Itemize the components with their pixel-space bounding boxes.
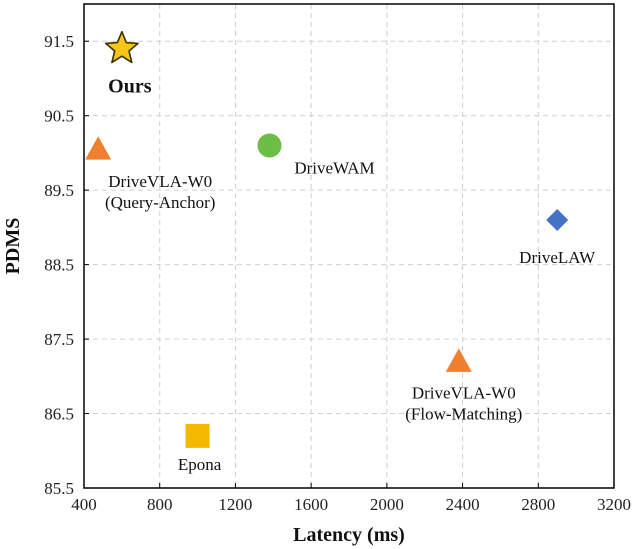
plot-frame: [83, 3, 615, 489]
ours-marker: [104, 30, 139, 64]
ours-label-line: Ours: [108, 76, 152, 98]
epona-marker: [185, 423, 210, 448]
drivevla-w0-flow-matching-label-line: (Flow-Matching): [405, 404, 522, 423]
epona-label: Epona: [178, 455, 222, 474]
x-tick-label: 800: [147, 495, 173, 514]
y-tick-label: 88.5: [44, 256, 74, 275]
epona-label-line: Epona: [178, 455, 222, 474]
y-tick-label: 89.5: [44, 181, 74, 200]
x-tick-label: 1200: [218, 495, 252, 514]
point-labels: Ours DriveVLA-W0 (Query-Anchor) DriveWAM Dri…: [105, 76, 596, 474]
x-tick-label: 1600: [294, 495, 328, 514]
drivelaw-label-line: DriveLAW: [519, 248, 596, 267]
x-axis-title: Latency (ms): [293, 524, 405, 546]
y-tick-label: 91.5: [44, 32, 74, 51]
x-tick-label: 2800: [521, 495, 555, 514]
drivevla-w0-query-anchor-label-line: DriveVLA-W0: [108, 172, 212, 191]
drivelaw-marker: [546, 208, 569, 231]
drivevla-w0-query-anchor-label-line: (Query-Anchor): [105, 193, 215, 212]
data-points: [85, 30, 569, 448]
y-tick-label: 87.5: [44, 330, 74, 349]
drivevla-w0-query-anchor-marker: [85, 136, 112, 160]
x-tick-label: 2400: [446, 495, 480, 514]
y-tick-label: 90.5: [44, 107, 74, 126]
drivevla-w0-flow-matching-marker: [445, 348, 472, 372]
drivewam-marker: [257, 133, 282, 158]
axis-ticks: 400 800 1200 1600 2000 2400 2800 3200 85.5 86.5 87…: [44, 32, 631, 514]
drivevla-w0-flow-matching-label-line: DriveVLA-W0: [412, 383, 516, 402]
grid-lines: [84, 4, 614, 489]
y-tick-label: 86.5: [44, 405, 74, 424]
drivewam-label: DriveWAM: [294, 158, 374, 177]
drivelaw-label: DriveLAW: [519, 248, 596, 267]
ours-label: Ours: [108, 76, 152, 98]
y-axis-title: PDMS: [2, 218, 24, 275]
x-tick-label: 2000: [370, 495, 404, 514]
x-tick-label: 3200: [597, 495, 631, 514]
drivevla-w0-flow-matching-label: DriveVLA-W0 (Flow-Matching): [405, 383, 522, 423]
drivewam-label-line: DriveWAM: [294, 158, 374, 177]
x-tick-label: 400: [71, 495, 97, 514]
y-tick-label: 85.5: [44, 479, 74, 498]
drivevla-w0-query-anchor-label: DriveVLA-W0 (Query-Anchor): [105, 172, 215, 212]
